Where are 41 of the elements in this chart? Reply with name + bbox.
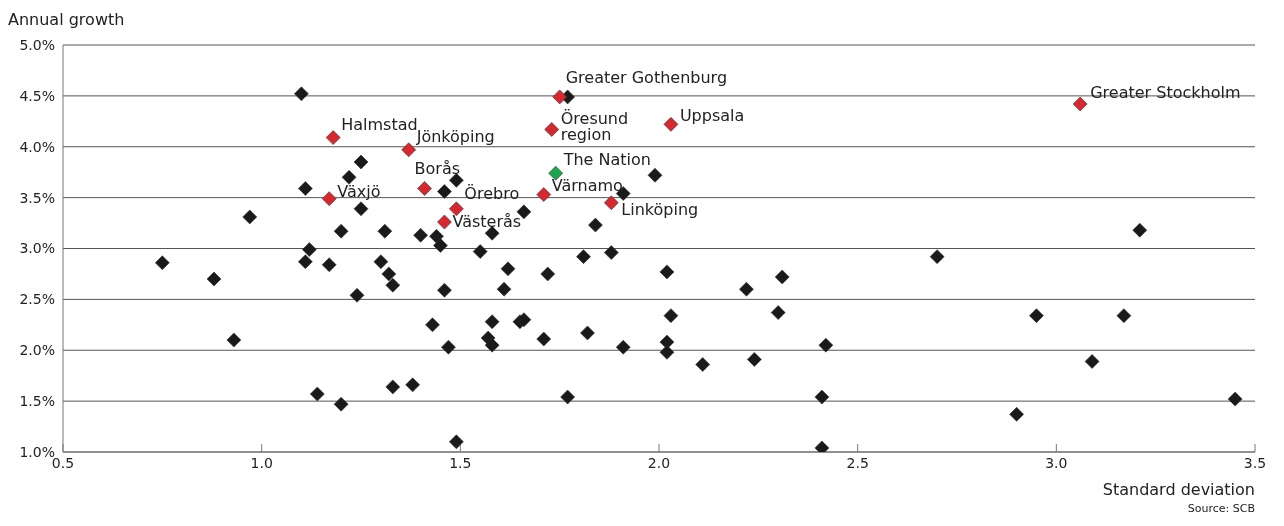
x-tick-label: 1.0 — [250, 454, 273, 471]
point — [552, 89, 567, 105]
annotation: Värnamo — [551, 175, 623, 195]
point — [536, 187, 552, 202]
annotation: Linköping — [621, 199, 699, 219]
point — [1072, 96, 1088, 112]
y-tick-label: 5.0% — [19, 36, 55, 53]
point — [401, 142, 416, 158]
point — [417, 181, 432, 196]
y-tick-label: 1.5% — [19, 393, 55, 410]
annotation: Västerås — [452, 212, 522, 232]
annotation: Borås — [414, 159, 461, 179]
y-tick-label: 3.0% — [19, 240, 55, 257]
point — [437, 214, 452, 230]
y-tick-label: 4.0% — [19, 138, 55, 155]
y-axis-title: Annual growth — [8, 10, 125, 29]
annotation: Greater Stockholm — [1090, 83, 1241, 103]
point — [548, 165, 563, 181]
source-note: Source: SCB — [1187, 502, 1255, 515]
annotation: Greater Gothenburg — [565, 67, 728, 87]
y-tick-label: 4.5% — [19, 87, 55, 104]
annotation: Halmstad — [341, 114, 418, 134]
x-tick-label: 3.5 — [1243, 454, 1267, 471]
x-tick-label: 1.5 — [449, 454, 472, 471]
point — [325, 130, 341, 145]
y-tick-label: 2.5% — [19, 291, 55, 308]
point — [663, 117, 679, 132]
y-tick-label: 3.5% — [19, 189, 55, 206]
point — [321, 191, 337, 206]
annotation: Växjö — [337, 181, 381, 201]
x-tick-label: 2.5 — [846, 454, 869, 471]
point — [604, 195, 619, 211]
annotation: Öresund region — [560, 109, 629, 145]
x-tick-label: 2.0 — [647, 454, 671, 471]
annotation: The Nation — [562, 150, 651, 170]
y-tick-label: 2.0% — [19, 342, 55, 359]
point — [544, 122, 560, 137]
x-tick-label: 3.0 — [1045, 454, 1068, 471]
x-axis-title: Standard deviation — [1102, 480, 1255, 499]
annotation: Uppsala — [679, 106, 745, 126]
annotation: Jönköping — [415, 126, 495, 146]
